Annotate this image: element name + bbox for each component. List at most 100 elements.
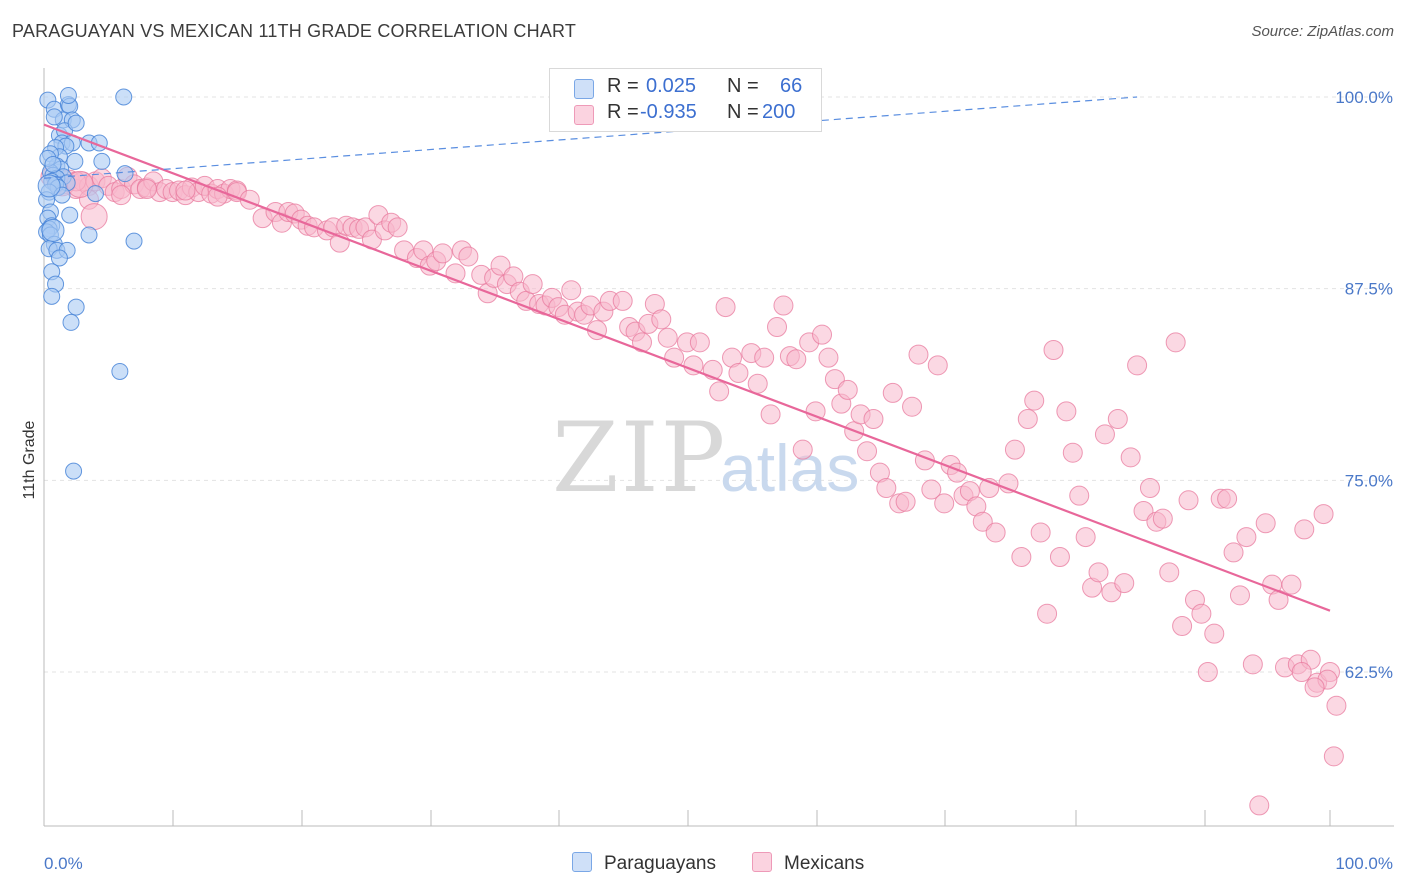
mexicans-point xyxy=(1165,332,1186,353)
mexicans-point xyxy=(818,347,839,368)
y-tick-label: 75.0% xyxy=(1345,471,1393,490)
mexicans-point xyxy=(1120,447,1141,468)
legend-swatch-mexicans xyxy=(574,105,594,125)
paraguayans-point xyxy=(44,155,62,173)
mexicans-point xyxy=(1094,424,1115,445)
legend-r-value: 0.025 xyxy=(646,75,697,97)
legend-row-paraguayans: R = 0.025 N = 66 xyxy=(550,75,821,101)
paraguayans-point xyxy=(62,313,80,331)
legend-r-label: R = xyxy=(607,101,639,123)
paraguayans-point xyxy=(80,226,98,244)
paraguayans-label: Paraguayans xyxy=(604,853,716,874)
mexicans-point xyxy=(111,185,132,206)
mexicans-point xyxy=(175,180,196,201)
paraguayans-point xyxy=(61,206,79,224)
mexicans-point xyxy=(664,347,685,368)
mexicans-point xyxy=(1017,409,1038,429)
mexicans-point xyxy=(824,369,845,390)
mexicans-point xyxy=(921,479,942,500)
y-tick-label: 87.5% xyxy=(1345,280,1393,299)
paraguayans-swatch xyxy=(572,852,592,872)
y-tick-label: 100.0% xyxy=(1335,88,1393,107)
mexicans-point xyxy=(1223,542,1244,563)
paraguayans-trend-line xyxy=(43,96,1138,179)
mexicans-point xyxy=(863,409,884,429)
legend-item-mexicans: Mexicans xyxy=(752,852,864,875)
mexicans-point xyxy=(1255,513,1276,534)
legend-n-label: N = xyxy=(727,101,759,123)
mexicans-point xyxy=(432,243,453,264)
legend-r-value: -0.935 xyxy=(640,101,697,123)
paraguayans-point xyxy=(41,218,65,242)
mexicans-point xyxy=(908,344,929,365)
mexicans-point xyxy=(1062,442,1083,463)
source-credit: Source: ZipAtlas.com xyxy=(1251,23,1394,40)
mexicans-point xyxy=(754,347,775,368)
mexicans-point xyxy=(522,274,543,295)
mexicans-point xyxy=(631,332,652,353)
paraguayans-point xyxy=(67,114,85,132)
paraguayans-point xyxy=(93,152,111,170)
paraguayans-point xyxy=(116,165,134,183)
trend-lines xyxy=(43,96,1331,612)
paraguayans-point xyxy=(86,185,104,203)
mexicans-point xyxy=(773,295,794,316)
watermark: ZIP atlas xyxy=(552,402,859,514)
mexicans-label: Mexicans xyxy=(784,853,865,874)
paraguayans-point xyxy=(59,86,77,104)
mexicans-point xyxy=(715,297,736,318)
mexicans-point xyxy=(1191,603,1212,624)
mexicans-point xyxy=(1114,573,1135,594)
mexicans-point xyxy=(786,349,807,370)
tick-labels: 62.5% 75.0% 87.5% 100.0% 0.0% 100.0% xyxy=(44,88,1393,873)
mexicans-point xyxy=(792,439,813,460)
legend-item-paraguayans: Paraguayans xyxy=(572,852,716,875)
paraguayans-point xyxy=(45,108,63,126)
legend-n-value: 66 xyxy=(780,75,803,97)
mexicans-point xyxy=(837,379,858,400)
mexicans-point xyxy=(1069,485,1090,506)
mexicans-trend-line xyxy=(43,123,1331,612)
mexicans-point xyxy=(1056,401,1077,422)
mexicans-point xyxy=(1323,746,1344,767)
stats-legend: R = 0.025 N = 66 R = -0.935 N = 200 xyxy=(549,68,822,132)
paraguayans-point xyxy=(67,298,85,316)
mexicans-point xyxy=(882,382,903,403)
mexicans-point xyxy=(1204,623,1225,644)
mexicans-point xyxy=(1236,527,1257,548)
mexicans-point xyxy=(1172,616,1193,636)
y-tick-label: 62.5% xyxy=(1345,663,1393,682)
mexicans-point xyxy=(1037,603,1058,624)
legend-row-mexicans: R = -0.935 N = 200 xyxy=(550,101,821,127)
mexicans-point xyxy=(1075,527,1096,548)
mexicans-point xyxy=(902,396,923,417)
mexicans-point xyxy=(1107,409,1128,429)
x-tick-label: 100.0% xyxy=(1335,854,1393,873)
mexicans-point xyxy=(1127,355,1148,376)
mexicans-point xyxy=(747,373,768,394)
mexicans-point xyxy=(561,280,582,301)
mexicans-point xyxy=(876,478,897,498)
paraguayans-point xyxy=(43,287,61,305)
mexicans-point xyxy=(1004,439,1025,460)
mexicans-point xyxy=(387,217,408,238)
series-paraguayans xyxy=(37,86,143,480)
mexicans-point xyxy=(1159,562,1180,583)
mexicans-point xyxy=(1313,504,1334,525)
mexicans-point xyxy=(612,290,633,311)
mexicans-point xyxy=(1139,478,1160,498)
mexicans-point xyxy=(1197,662,1218,682)
mexicans-point xyxy=(490,255,511,276)
mexicans-point xyxy=(1229,585,1250,606)
mexicans-point xyxy=(1011,547,1032,567)
paraguayans-point xyxy=(65,462,83,480)
mexicans-point xyxy=(805,401,826,422)
mexicans-point xyxy=(927,355,948,376)
mexicans-point xyxy=(709,381,730,402)
mexicans-point xyxy=(972,511,993,532)
paraguayans-point xyxy=(111,362,129,380)
mexicans-point xyxy=(80,203,108,231)
mexicans-point xyxy=(1133,501,1154,521)
mexicans-point xyxy=(1242,654,1263,675)
